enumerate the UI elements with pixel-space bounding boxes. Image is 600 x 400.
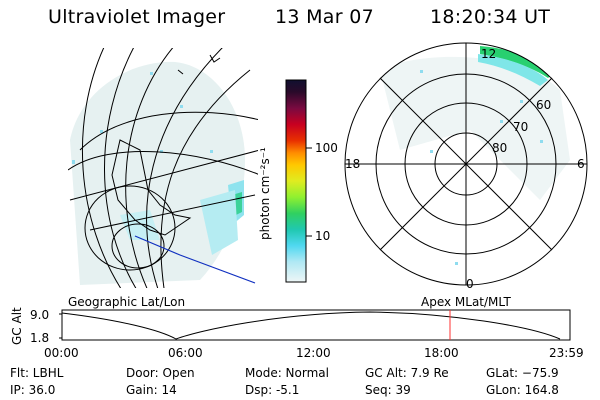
mode-info: Mode: Normal [245, 366, 329, 380]
alt-axis-label: GC Alt [10, 307, 24, 345]
ip-info: IP: 36.0 [10, 383, 56, 397]
gain-info: Gain: 14 [126, 383, 177, 397]
mlt-label-18: 18 [345, 157, 361, 171]
mlt-label-6: 6 [577, 157, 585, 171]
mlt-label-0: 0 [466, 277, 474, 291]
altitude-trajectory [61, 311, 561, 340]
x-tick-1800: 18:00 [424, 346, 459, 360]
alt-tick-9: 9.0 [30, 308, 50, 322]
filter-info: Flt: LBHL [10, 366, 64, 380]
polar-plot [344, 42, 588, 286]
colorbar [285, 79, 307, 283]
x-tick-0000: 00:00 [44, 346, 79, 360]
colorbar-unit-label: photon cm⁻²s⁻¹ [258, 147, 272, 240]
colorbar-tick-10: 10 [315, 229, 331, 243]
door-info: Door: Open [126, 366, 195, 380]
geographic-caption: Geographic Lat/Lon [68, 295, 186, 309]
x-tick-0600: 06:00 [168, 346, 203, 360]
time-label: 18:20:34 UT [430, 6, 551, 28]
lat-label-60: 60 [536, 98, 552, 112]
altitude-panel [59, 309, 571, 341]
instrument-title: Ultraviolet Imager [48, 6, 226, 28]
x-tick-2359: 23:59 [549, 346, 584, 360]
lat-label-70: 70 [513, 120, 529, 134]
colorbar-tick-100: 100 [315, 141, 338, 155]
glat-info: GLat: −75.9 [486, 366, 559, 380]
alt-tick-1-8: 1.8 [30, 331, 50, 345]
geographic-image [68, 48, 258, 288]
mlt-label-12: 12 [481, 47, 497, 61]
date-label: 13 Mar 07 [275, 6, 374, 28]
apex-caption: Apex MLat/MLT [421, 295, 511, 309]
lat-label-80: 80 [492, 141, 508, 155]
x-tick-1200: 12:00 [296, 346, 331, 360]
dsp-info: Dsp: -5.1 [245, 383, 300, 397]
gc-alt-info: GC Alt: 7.9 Re [365, 366, 449, 380]
seq-info: Seq: 39 [365, 383, 411, 397]
glon-info: GLon: 164.8 [486, 383, 559, 397]
